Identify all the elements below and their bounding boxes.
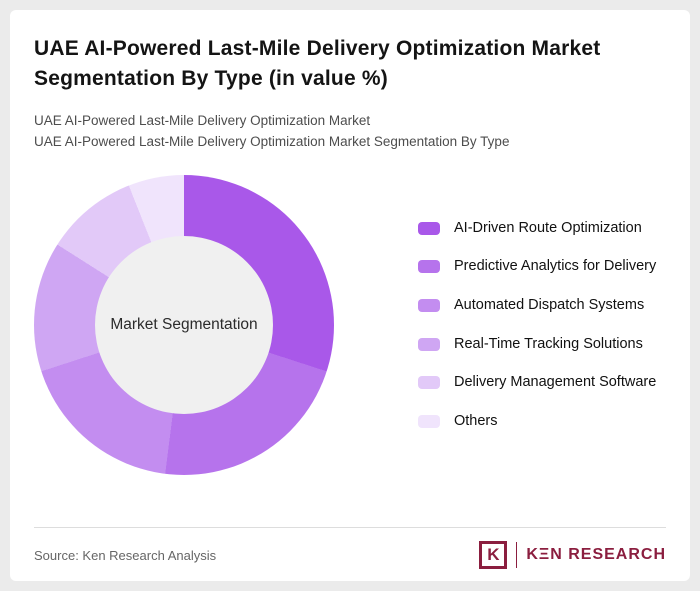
legend-label: Real-Time Tracking Solutions [454, 335, 643, 352]
infographic-card: UAE AI-Powered Last-Mile Delivery Optimi… [10, 10, 690, 581]
ken-research-logo: K KΞN RESEARCH [479, 541, 666, 569]
legend-swatch [418, 376, 440, 390]
logo-k-icon: K [479, 541, 508, 569]
legend-label: Others [454, 412, 498, 429]
legend-label: AI-Driven Route Optimization [454, 219, 642, 236]
legend-label: Predictive Analytics for Delivery [454, 258, 657, 275]
header: UAE AI-Powered Last-Mile Delivery Optimi… [10, 10, 690, 153]
legend-label: Automated Dispatch Systems [454, 297, 645, 313]
logo-divider [516, 542, 518, 568]
subtitles: UAE AI-Powered Last-Mile Delivery Optimi… [34, 110, 662, 153]
legend-swatch [418, 337, 440, 351]
source-text: Source: Ken Research Analysis [34, 547, 217, 563]
legend-swatch [418, 260, 440, 274]
legend-item: AI-Driven Route Optimization [418, 219, 680, 239]
logo-text: KΞN RESEARCH [526, 546, 666, 563]
legend-item: Others [418, 412, 680, 432]
legend-item: Delivery Management Software [418, 373, 680, 393]
legend-label: Delivery Management Software [454, 374, 657, 391]
legend-swatch [418, 299, 440, 312]
page-title: UAE AI-Powered Last-Mile Delivery Optimi… [34, 37, 601, 91]
chart-area: Market Segmentation AI-Driven Route Opti… [10, 175, 690, 476]
chart-center-label: Market Segmentation [110, 316, 258, 334]
legend-item: Automated Dispatch Systems [418, 296, 680, 316]
legend-item: Predictive Analytics for Delivery [418, 257, 680, 277]
subtitle-line-2: UAE AI-Powered Last-Mile Delivery Optimi… [34, 134, 510, 150]
footer: Source: Ken Research Analysis K KΞN RESE… [34, 527, 666, 569]
donut-hole: Market Segmentation [95, 236, 273, 415]
legend-swatch [418, 414, 440, 428]
legend-item: Real-Time Tracking Solutions [418, 335, 680, 355]
donut-chart: Market Segmentation [34, 175, 334, 476]
subtitle-line-1: UAE AI-Powered Last-Mile Delivery Optimi… [34, 112, 371, 128]
legend: AI-Driven Route Optimization Predictive A… [418, 219, 680, 431]
legend-swatch [418, 221, 440, 235]
